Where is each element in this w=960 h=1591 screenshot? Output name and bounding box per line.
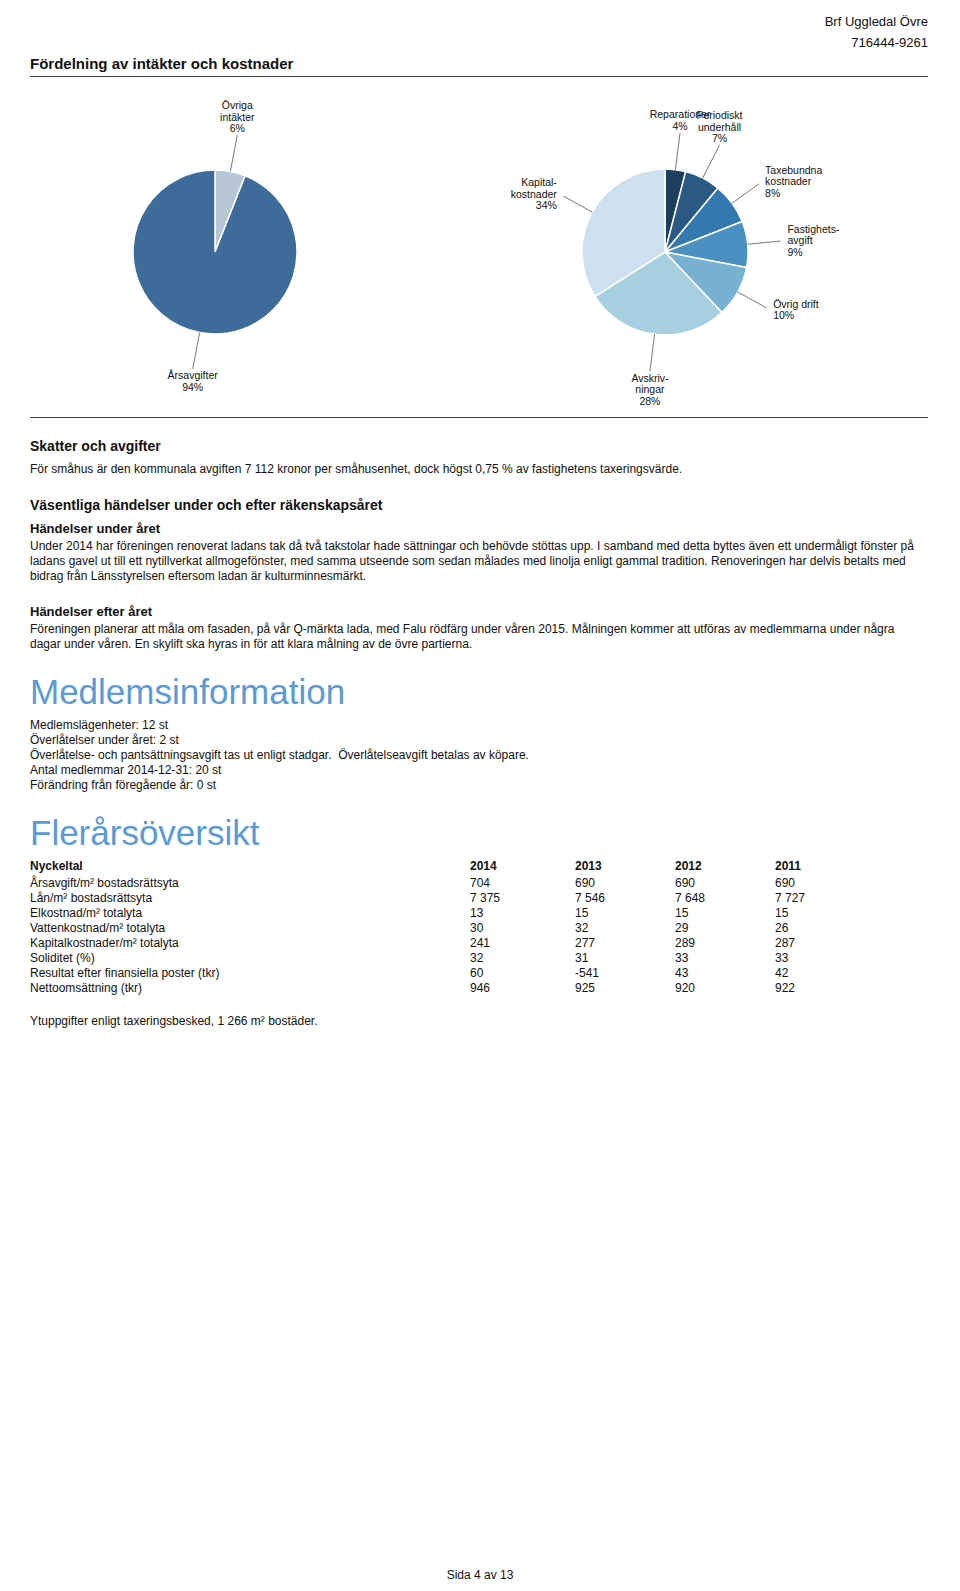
html-text:920: 920 <box>675 981 695 995</box>
html-text:7 546: 7 546 <box>575 891 605 905</box>
html-text:15: 15 <box>575 906 589 920</box>
html-text:716444-9261: 716444-9261 <box>851 34 928 50</box>
html-text:Årsavgift/m² bostadsrättsyta: Årsavgift/m² bostadsrättsyta <box>30 876 179 890</box>
html-text:33: 33 <box>675 951 689 965</box>
html-text:Föreningen planerar att måla o: Föreningen planerar att måla om fasaden,… <box>30 622 898 651</box>
html-text:Reparationer: Reparationer <box>649 108 711 121</box>
html-text:Flerårsöversikt: Flerårsöversikt <box>30 813 260 852</box>
html-text:13: 13 <box>470 906 484 920</box>
html-text:4%: 4% <box>672 119 688 132</box>
html-text:Händelser under året: Händelser under året <box>30 521 160 536</box>
html-text:Fördelning av intäkter och kos: Fördelning av intäkter och kostnader <box>30 55 294 72</box>
html-text:60: 60 <box>470 966 484 980</box>
html-text:Överlåtelse- och pantsättnings: Överlåtelse- och pantsättningsavgift tas… <box>30 748 529 762</box>
html-text:Brf Uggledal Övre: Brf Uggledal Övre <box>824 14 928 29</box>
html-text:Ytuppgifter enligt taxeringsbe: Ytuppgifter enligt taxeringsbesked, 1 26… <box>30 1014 318 1028</box>
html-text:690: 690 <box>775 876 795 890</box>
svg-text:Periodisktunderhåll7%: Periodisktunderhåll7% <box>696 109 742 144</box>
html-text:690: 690 <box>575 876 595 890</box>
html-text:241: 241 <box>470 936 490 950</box>
svg-text:Kapital-kostnader34%: Kapital-kostnader34% <box>511 176 558 211</box>
html-text:42: 42 <box>775 966 789 980</box>
html-text:Under 2014 har föreningen reno: Under 2014 har föreningen renoverat lada… <box>30 539 918 583</box>
html-text:925: 925 <box>575 981 595 995</box>
html-text:29: 29 <box>675 921 689 935</box>
html-text:Vattenkostnad/m² totalyta: Vattenkostnad/m² totalyta <box>30 921 166 935</box>
html-text:704: 704 <box>470 876 490 890</box>
html-text:Medlemslägenheter: 12 st: Medlemslägenheter: 12 st <box>30 718 169 732</box>
html-text:15: 15 <box>775 906 789 920</box>
html-text:Överlåtelser under året: 2 st: Överlåtelser under året: 2 st <box>30 733 179 747</box>
html-text:289: 289 <box>675 936 695 950</box>
html-text:2012: 2012 <box>675 859 702 873</box>
html-text:Soliditet (%): Soliditet (%) <box>30 951 95 965</box>
svg-text:Årsavgifter94%: Årsavgifter94% <box>168 369 219 393</box>
html-text:För småhus är den kommunala av: För småhus är den kommunala avgiften 7 1… <box>30 462 683 476</box>
html-text:Kapitalkostnader/m² totalyta: Kapitalkostnader/m² totalyta <box>30 936 179 950</box>
html-text:Elkostnad/m² totalyta: Elkostnad/m² totalyta <box>30 906 143 920</box>
html-text:946: 946 <box>470 981 490 995</box>
html-text:2011: 2011 <box>775 859 801 873</box>
svg-text:Fastighets-avgift9%: Fastighets-avgift9% <box>787 223 839 258</box>
html-text:Nyckeltal: Nyckeltal <box>30 859 83 873</box>
html-text:Lån/m² bostadsrättsyta: Lån/m² bostadsrättsyta <box>30 891 153 905</box>
html-text:33: 33 <box>775 951 789 965</box>
html-text:7 375: 7 375 <box>470 891 500 905</box>
svg-text:Övrig drift10%: Övrig drift10% <box>773 298 819 322</box>
html-text:Väsentliga händelser under och: Väsentliga händelser under och efter räk… <box>30 497 383 513</box>
html-text:277: 277 <box>575 936 595 950</box>
html-text:Antal medlemmar 2014-12-31: 20: Antal medlemmar 2014-12-31: 20 st <box>30 763 222 777</box>
html-text:7 727: 7 727 <box>775 891 805 905</box>
html-text:922: 922 <box>775 981 795 995</box>
html-text:43: 43 <box>675 966 689 980</box>
html-text:32: 32 <box>575 921 589 935</box>
html-text:32: 32 <box>470 951 484 965</box>
html-text:Händelser efter året: Händelser efter året <box>30 604 153 619</box>
html-text:-541: -541 <box>575 966 599 980</box>
svg-text:Övrigaintäkter6%: Övrigaintäkter6% <box>220 99 255 134</box>
html-text:Förändring från föregående år:: Förändring från föregående år: 0 st <box>30 778 217 792</box>
html-text:2013: 2013 <box>575 859 602 873</box>
html-text:287: 287 <box>775 936 795 950</box>
html-text:Medlemsinformation: Medlemsinformation <box>30 672 346 711</box>
html-text:Skatter och avgifter: Skatter och avgifter <box>30 438 161 454</box>
html-text:Resultat efter finansiella pos: Resultat efter finansiella poster (tkr) <box>30 966 220 980</box>
html-text:15: 15 <box>675 906 689 920</box>
html-text:30: 30 <box>470 921 484 935</box>
svg-text:Avskriv-ningar28%: Avskriv-ningar28% <box>631 372 669 407</box>
html-text:Nettoomsättning (tkr): Nettoomsättning (tkr) <box>30 981 142 995</box>
html-text:7 648: 7 648 <box>675 891 705 905</box>
html-text:690: 690 <box>675 876 695 890</box>
svg-text:Taxebundnakostnader8%: Taxebundnakostnader8% <box>765 164 822 199</box>
html-text:26: 26 <box>775 921 789 935</box>
html-text:2014: 2014 <box>470 859 497 873</box>
html-text:31: 31 <box>575 951 589 965</box>
html-text:Sida 4 av 13: Sida 4 av 13 <box>446 1568 514 1582</box>
